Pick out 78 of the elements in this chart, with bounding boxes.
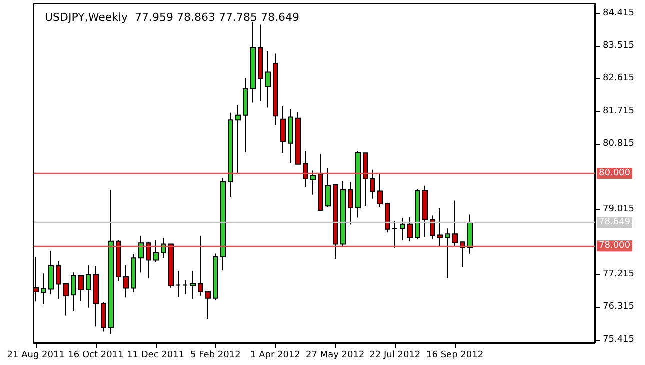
candlestick <box>161 238 166 259</box>
candlestick <box>220 178 226 271</box>
text: USDJPY,Weekly 77.959 78.863 77.785 78.649 <box>45 11 300 24</box>
candlestick <box>78 274 84 302</box>
candlestick <box>415 188 420 240</box>
candlestick <box>205 290 211 320</box>
candlestick <box>56 260 61 300</box>
candlestick <box>63 282 69 316</box>
candlestick <box>153 240 159 263</box>
x-tick-label: 22 Jul 2012 <box>370 350 421 360</box>
candlestick <box>280 105 286 154</box>
y-tick-label: 79.015 <box>603 204 634 214</box>
candlestick <box>288 108 293 164</box>
candlestick <box>452 200 458 247</box>
candlestick <box>131 254 136 294</box>
candlestick <box>41 273 46 306</box>
candlestick <box>385 202 390 234</box>
candlestick <box>370 169 375 200</box>
candlestick <box>108 190 114 335</box>
candlestick <box>295 112 301 166</box>
candlestick <box>348 182 353 226</box>
candlestick <box>243 78 248 153</box>
x-tick-label: 11 Dec 2011 <box>127 350 185 360</box>
candlestick <box>303 150 308 188</box>
candlestick <box>101 302 106 332</box>
y-tick-label: 84.415 <box>603 8 634 18</box>
y-tick-label: 76.315 <box>603 302 634 312</box>
candlestick <box>48 250 54 295</box>
candlestick <box>190 270 196 300</box>
y-tick-label: 80.815 <box>603 138 634 149</box>
candlestick <box>228 112 233 198</box>
x-tick-label: 1 Apr 2012 <box>250 350 300 360</box>
candlestick <box>183 280 188 295</box>
candlestick <box>377 173 383 208</box>
candlestick <box>273 53 278 126</box>
y-tick-label: 75.415 <box>603 334 634 345</box>
y-tick-label: 81.715 <box>603 106 634 116</box>
candlestick <box>265 51 271 108</box>
candlestick <box>325 168 331 208</box>
y-tick-label: 77.215 <box>603 270 634 280</box>
candlestick <box>333 184 338 260</box>
candlestick <box>318 154 323 212</box>
candlestick <box>310 170 316 196</box>
candlestick <box>71 272 76 312</box>
candlestick <box>430 215 435 240</box>
candlestick <box>168 244 174 288</box>
x-tick-label: 16 Oct 2011 <box>68 350 124 360</box>
candlestick <box>400 218 405 241</box>
candlestick <box>363 152 368 207</box>
candlestick <box>235 104 241 174</box>
x-tick-label: 21 Aug 2011 <box>7 350 65 360</box>
candlestick <box>116 240 121 282</box>
candlestick <box>123 264 129 298</box>
candlestick <box>258 24 263 102</box>
candlestick <box>93 266 99 328</box>
candlestick <box>86 264 91 308</box>
candlestick <box>422 185 428 238</box>
y-tick-label: 82.615 <box>603 74 634 84</box>
y-tick-label: 83.515 <box>603 40 634 51</box>
candlestick <box>460 242 465 268</box>
x-tick-label: 16 Sep 2012 <box>426 350 484 360</box>
candlestick <box>340 180 346 248</box>
candlestick <box>407 216 413 242</box>
candlestick <box>146 242 151 279</box>
ref-line-label: 78.000 <box>599 241 631 252</box>
candlestick <box>198 235 203 296</box>
candlestick <box>467 214 473 254</box>
x-tick-label: 5 Feb 2012 <box>190 350 241 360</box>
candlestick <box>392 220 398 248</box>
candlestick <box>355 150 361 218</box>
x-tick-label: 27 May 2012 <box>306 350 365 360</box>
candlestick <box>250 22 256 104</box>
ref-line-label: 80.000 <box>599 168 631 178</box>
candlestick <box>437 208 443 247</box>
candlestick <box>213 253 218 301</box>
candlestick <box>176 270 181 298</box>
candlestick <box>138 235 144 274</box>
candlestick <box>445 228 450 279</box>
